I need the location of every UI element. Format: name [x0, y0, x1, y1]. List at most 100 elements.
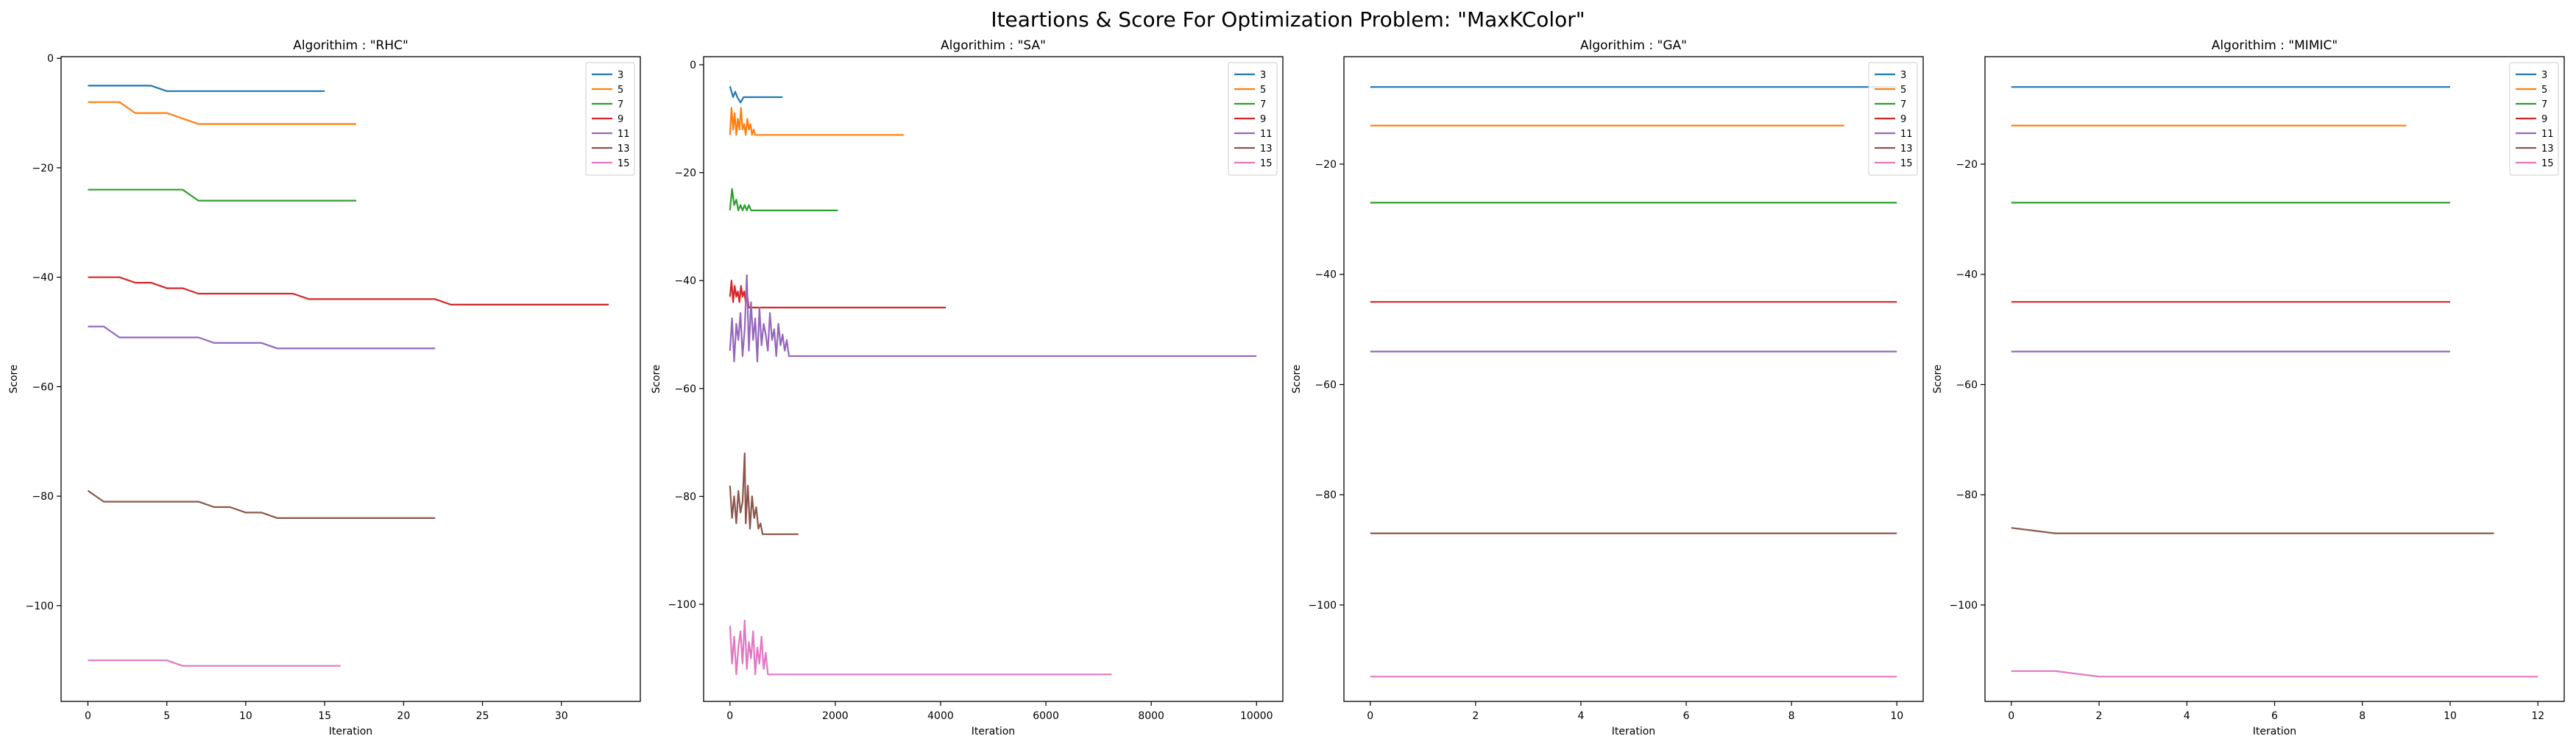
y-tick-label: −20 [32, 163, 54, 174]
x-tick-label: 10 [1890, 710, 1903, 722]
series-group [87, 85, 609, 667]
x-tick-label: 25 [476, 710, 489, 722]
legend-label: 5 [2541, 85, 2547, 96]
legend-label: 9 [2541, 114, 2547, 125]
x-tick-label: 2 [1472, 710, 1479, 722]
x-tick-label: 6000 [1033, 710, 1059, 722]
x-tick-label: 6 [1683, 710, 1690, 722]
legend-label: 3 [1260, 70, 1266, 81]
x-tick-label: 0 [726, 710, 733, 722]
y-tick-label: −60 [32, 381, 54, 393]
y-axis-label: Score [651, 364, 662, 393]
legend-label: 13 [618, 144, 630, 155]
y-tick-label: −40 [1956, 269, 1978, 281]
y-tick-label: −20 [1956, 159, 1978, 171]
x-tick-label: 4000 [927, 710, 954, 722]
legend-label: 7 [1260, 99, 1266, 110]
legend-label: 15 [1260, 158, 1273, 169]
series-group [2011, 86, 2538, 678]
legend-item-7: 7 [2516, 99, 2547, 110]
legend-item-13: 13 [2516, 144, 2554, 155]
legend-item-11: 11 [592, 129, 630, 140]
y-tick-label: −80 [32, 491, 54, 503]
x-tick-label: 0 [85, 710, 91, 722]
legend-label: 9 [1900, 114, 1906, 125]
y-axis-label: Score [1291, 364, 1303, 393]
y-tick-label: −100 [1309, 600, 1337, 612]
series-line-3 [88, 85, 325, 92]
chart-title: Algorithim : "SA" [941, 38, 1046, 53]
y-tick-label: −80 [674, 491, 696, 503]
series-group [1370, 86, 1897, 678]
chart-panel-2: Algorithim : "GA" 0 2 4 6 8 10 −20 −40 −60 −80 −100… [1291, 38, 1924, 736]
y-tick-label: −60 [1956, 379, 1978, 391]
y-tick-label: −20 [674, 168, 696, 180]
y-tick-label: −60 [1314, 379, 1337, 391]
series-line-9 [88, 276, 609, 305]
legend-label: 3 [1900, 70, 1906, 81]
x-tick-label: 8 [1788, 710, 1795, 722]
x-tick-label: 15 [318, 710, 331, 722]
legend-label: 5 [618, 85, 623, 96]
x-tick-label: 10 [239, 710, 252, 722]
x-tick-label: 2 [2096, 710, 2103, 722]
legend-label: 9 [618, 114, 623, 125]
legend-label: 11 [1900, 129, 1913, 140]
legend-label: 9 [1260, 114, 1266, 125]
legend-item-13: 13 [1875, 144, 1913, 155]
series-line-7 [88, 188, 356, 202]
legend-item-3: 3 [1234, 70, 1266, 81]
legend-item-5: 5 [592, 85, 623, 96]
chart-panel-3: Algorithim : "MIMIC" 0 2 4 6 8 10 12 −20 −40 −60 −8… [1932, 38, 2565, 736]
y-tick-label: −100 [1950, 600, 1978, 612]
legend-label: 13 [1260, 144, 1273, 155]
y-tick-label: −40 [674, 275, 696, 287]
legend-item-3: 3 [592, 70, 623, 81]
series-line-3 [729, 85, 783, 104]
y-tick-label: −60 [674, 383, 696, 395]
y-tick-label: −40 [32, 272, 54, 284]
legend-item-3: 3 [1875, 70, 1906, 81]
legend-item-15: 15 [1875, 158, 1913, 169]
x-axis-label: Iteration [1612, 726, 1655, 736]
series-line-5 [729, 107, 904, 136]
legend-label: 7 [2541, 99, 2547, 110]
legend-item-9: 9 [1875, 114, 1906, 125]
legend-label: 11 [618, 129, 630, 140]
legend-item-3: 3 [2516, 70, 2547, 81]
x-axis-label: Iteration [2253, 726, 2296, 736]
legend-label: 15 [618, 158, 630, 169]
figure-title: Iteartions & Score For Optimization Prob… [991, 7, 1585, 32]
x-axis-label: Iteration [972, 726, 1015, 736]
y-tick-label: −80 [1314, 489, 1337, 501]
series-line-15 [2011, 670, 2538, 678]
y-axis-label: Score [8, 364, 20, 393]
series-group [729, 85, 1257, 676]
legend-item-9: 9 [592, 114, 623, 125]
legend-label: 13 [1900, 144, 1913, 155]
x-tick-label: 10 [2444, 710, 2457, 722]
series-line-13 [87, 489, 436, 520]
legend-item-7: 7 [1234, 99, 1266, 110]
legend-item-7: 7 [1875, 99, 1906, 110]
series-line-13 [2011, 527, 2494, 534]
x-tick-label: 30 [555, 710, 568, 722]
legend-label: 11 [2541, 129, 2554, 140]
legend: 3 5 7 9 11 13 15 [2509, 62, 2559, 176]
legend: 3 5 7 9 11 13 15 [585, 62, 635, 176]
legend-item-15: 15 [592, 158, 630, 169]
legend-label: 7 [618, 99, 623, 110]
legend-label: 7 [1900, 99, 1906, 110]
legend-item-15: 15 [1234, 158, 1273, 169]
legend-label: 15 [1900, 158, 1913, 169]
y-tick-label: −20 [1314, 159, 1337, 171]
y-tick-label: 0 [690, 60, 696, 71]
series-line-11 [729, 274, 1257, 363]
legend: 3 5 7 9 11 13 15 [1868, 62, 1918, 176]
x-tick-label: 8000 [1138, 710, 1164, 722]
legend-item-15: 15 [2516, 158, 2554, 169]
plot-frame [1343, 56, 1924, 702]
legend-label: 13 [2541, 144, 2554, 155]
plot-frame [703, 56, 1284, 702]
